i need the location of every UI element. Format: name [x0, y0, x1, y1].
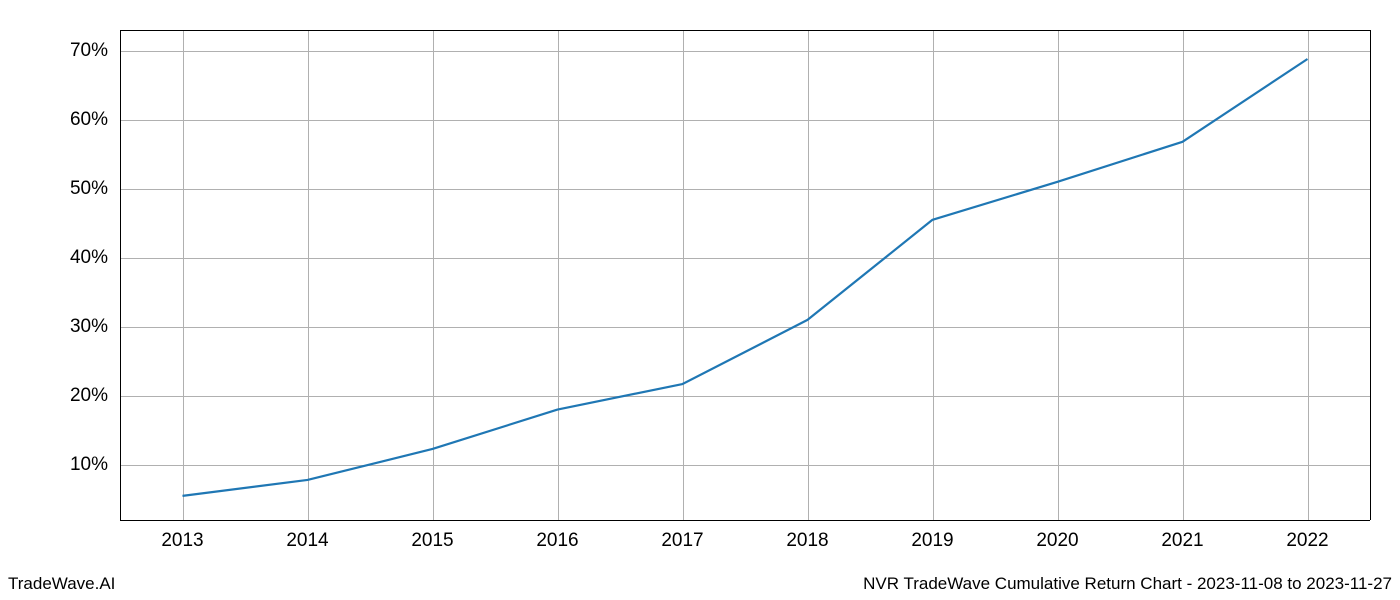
x-tick-label: 2017 [643, 530, 723, 552]
x-tick-label: 2013 [143, 530, 223, 552]
y-tick-label: 70% [28, 40, 108, 62]
y-tick-label: 40% [28, 247, 108, 269]
x-tick-label: 2014 [268, 530, 348, 552]
footer-title: NVR TradeWave Cumulative Return Chart - … [863, 574, 1392, 594]
x-tick-label: 2018 [768, 530, 848, 552]
y-tick-label: 30% [28, 316, 108, 338]
y-tick-label: 10% [28, 454, 108, 476]
chart-container: 10% 20% 30% 40% 50% 60% 70% 2013 2014 2015 2016 201… [0, 0, 1400, 600]
x-tick-label: 2022 [1268, 530, 1348, 552]
x-tick-label: 2019 [893, 530, 973, 552]
axis-spine-right [1370, 30, 1371, 520]
plot-area [120, 30, 1370, 520]
x-tick-label: 2021 [1143, 530, 1223, 552]
x-tick-label: 2016 [518, 530, 598, 552]
line-series [120, 30, 1370, 520]
x-tick-label: 2020 [1018, 530, 1098, 552]
y-tick-label: 20% [28, 385, 108, 407]
axis-spine-bottom [120, 520, 1370, 521]
y-tick-label: 60% [28, 109, 108, 131]
y-tick-label: 50% [28, 178, 108, 200]
x-tick-label: 2015 [393, 530, 473, 552]
footer-brand: TradeWave.AI [8, 574, 115, 594]
